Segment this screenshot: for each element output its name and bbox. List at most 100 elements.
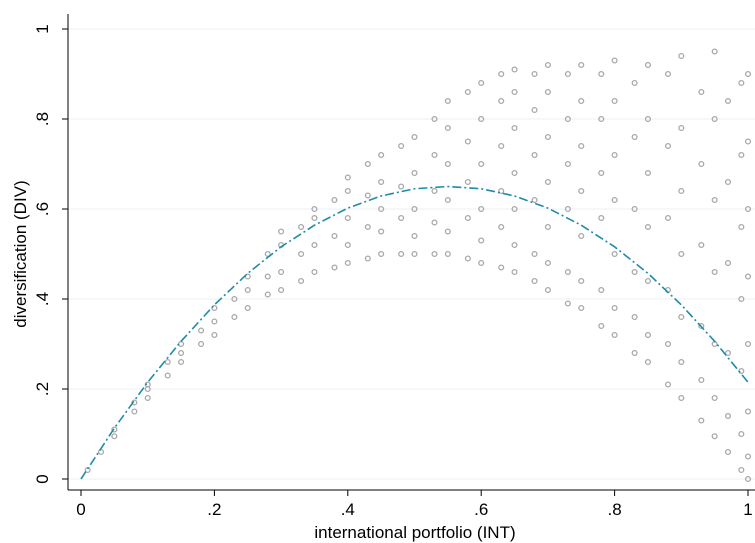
scatter-point xyxy=(131,399,138,406)
scatter-point xyxy=(498,97,505,105)
scatter-point xyxy=(631,349,638,357)
scatter-point xyxy=(531,250,538,258)
scatter-point xyxy=(578,61,585,69)
scatter-point xyxy=(431,219,438,226)
scatter-point xyxy=(611,331,618,339)
scatter-point xyxy=(311,205,318,213)
scatter-point xyxy=(564,205,571,213)
scatter-point xyxy=(744,453,752,460)
scatter-point xyxy=(164,372,171,379)
scatter-point xyxy=(644,331,651,339)
scatter-point xyxy=(478,115,485,123)
scatter-point xyxy=(531,151,538,159)
scatter-point xyxy=(611,151,618,159)
x-tick-label: .8 xyxy=(608,500,622,519)
scatter-point xyxy=(631,268,638,276)
scatter-point xyxy=(478,237,485,244)
y-tick-label: 1 xyxy=(33,24,52,33)
scatter-point xyxy=(738,466,745,474)
scatter-point xyxy=(478,259,485,267)
scatter-point xyxy=(478,205,485,213)
scatter-point xyxy=(264,273,271,280)
scatter-point xyxy=(644,61,651,69)
scatter-point xyxy=(544,223,551,231)
scatter-point xyxy=(724,349,732,357)
scatter-point xyxy=(578,97,585,105)
scatter-point xyxy=(511,88,518,96)
scatter-point xyxy=(631,205,638,213)
scatter-point xyxy=(211,304,218,312)
scatter-point xyxy=(278,286,285,294)
x-tick-label: .2 xyxy=(207,500,221,519)
scatter-point xyxy=(531,277,538,285)
scatter-point xyxy=(564,115,571,123)
scatter-point xyxy=(564,70,571,78)
scatter-point xyxy=(511,268,518,276)
scatter-point xyxy=(198,340,205,348)
scatter-point xyxy=(278,228,285,235)
scatter-point xyxy=(598,115,605,123)
y-tick-label: .2 xyxy=(33,382,52,396)
scatter-point xyxy=(744,408,752,415)
scatter-point xyxy=(724,448,732,456)
scatter-point xyxy=(511,124,518,132)
scatter-point xyxy=(664,340,672,348)
scatter-point xyxy=(444,124,451,132)
scatter-point xyxy=(711,196,718,204)
scatter-point xyxy=(398,250,405,258)
scatter-point xyxy=(611,250,618,258)
scatter-point xyxy=(644,115,651,123)
scatter-point xyxy=(444,196,451,204)
scatter-point xyxy=(631,313,638,321)
scatter-point xyxy=(611,196,618,204)
y-tick-label: .4 xyxy=(33,292,52,306)
scatter-point xyxy=(711,115,718,123)
scatter-point xyxy=(711,394,718,402)
scatter-point xyxy=(578,304,585,312)
scatter-point xyxy=(611,304,618,312)
scatter-point xyxy=(111,433,118,440)
scatter-point xyxy=(698,417,705,424)
scatter-point xyxy=(531,106,538,114)
scatter-point xyxy=(678,394,685,402)
scatter-point xyxy=(578,232,585,240)
scatter-point xyxy=(578,277,585,285)
scatter-point xyxy=(278,268,285,276)
scatter-point xyxy=(298,277,305,285)
scatter-point xyxy=(364,223,371,231)
scatter-point xyxy=(431,115,438,123)
scatter-point xyxy=(378,178,385,186)
scatter-point xyxy=(444,160,451,168)
scatter-point xyxy=(444,97,451,105)
scatter-point xyxy=(331,196,338,204)
scatter-point xyxy=(478,79,485,87)
y-tick-label: 0 xyxy=(33,474,52,483)
scatter-point xyxy=(331,264,338,271)
scatter-point xyxy=(498,223,505,231)
scatter-point xyxy=(564,160,571,168)
scatter-point xyxy=(664,214,672,222)
scatter-point xyxy=(498,142,505,150)
scatter-point xyxy=(364,192,371,199)
scatter-point xyxy=(564,268,571,276)
scatter-point xyxy=(344,187,351,195)
scatter-point xyxy=(178,358,185,366)
scatter-point xyxy=(698,322,705,330)
scatter-point xyxy=(678,250,685,258)
scatter-point xyxy=(444,250,451,258)
scatter-point xyxy=(364,160,371,168)
scatter-point xyxy=(111,426,118,433)
scatter-point xyxy=(378,228,385,235)
scatter-point xyxy=(511,241,518,249)
x-tick-label: 1 xyxy=(743,500,752,519)
scatter-point xyxy=(631,79,638,87)
scatter-point xyxy=(644,223,651,231)
scatter-point xyxy=(598,70,605,78)
scatter-point xyxy=(698,376,705,384)
scatter-point xyxy=(744,205,752,213)
y-axis-title: diversification (DIV) xyxy=(11,180,30,327)
scatter-point xyxy=(738,295,745,303)
scatter-point xyxy=(431,187,438,195)
